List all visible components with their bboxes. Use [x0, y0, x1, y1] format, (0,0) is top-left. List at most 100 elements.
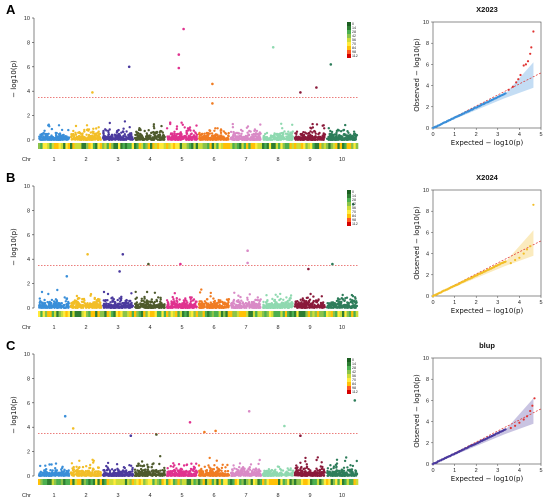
- density-segment: [300, 143, 304, 149]
- y-tick-label: 6: [27, 401, 30, 407]
- qq-y-tick-label: 4: [426, 252, 429, 258]
- snp-point: [186, 304, 190, 307]
- snp-point: [282, 138, 285, 141]
- y-tick-label: 8: [27, 376, 30, 382]
- snp-point: [87, 136, 91, 139]
- snp-point: [301, 297, 304, 300]
- density-segment: [65, 311, 68, 317]
- density-segment: [220, 143, 224, 149]
- density-segment: [312, 143, 315, 149]
- density-segment: [298, 311, 302, 317]
- y-tick-label: 4: [27, 257, 30, 263]
- snp-point: [173, 130, 176, 133]
- snp-point: [163, 303, 166, 306]
- density-segment: [211, 143, 215, 149]
- snp-point: [325, 137, 329, 140]
- density-segment: [60, 311, 64, 317]
- snp-point: [173, 301, 176, 304]
- snp-point: [189, 300, 193, 303]
- density-segment: [273, 311, 276, 317]
- snp-point: [210, 132, 214, 135]
- snp-point: [198, 303, 201, 306]
- snp-point: [83, 128, 86, 132]
- snp-point: [150, 298, 153, 301]
- snp-point: [131, 474, 134, 477]
- snp-point: [41, 136, 45, 140]
- snp-point: [326, 305, 329, 308]
- density-segment: [90, 311, 94, 317]
- density-segment: [278, 143, 281, 149]
- snp-point: [180, 132, 183, 136]
- chromosome-4-points: [133, 455, 166, 477]
- snp-point: [205, 137, 208, 140]
- density-segment: [303, 143, 306, 149]
- snp-point: [320, 295, 323, 298]
- snp-point: [105, 464, 108, 468]
- snp-point: [83, 135, 86, 139]
- snp-point: [67, 128, 70, 132]
- qq-tail-point: [514, 258, 517, 262]
- snp-point: [119, 138, 122, 141]
- legend-label: 0: [352, 190, 354, 194]
- snp-point: [330, 302, 334, 305]
- density-segment: [63, 311, 66, 317]
- qq-tail-point: [515, 81, 518, 84]
- qq-tail-point: [522, 64, 525, 67]
- snp-point: [349, 298, 352, 301]
- density-segment: [106, 143, 110, 149]
- snp-point: [310, 303, 313, 306]
- snp-point: [139, 302, 142, 305]
- snp-point: [86, 138, 89, 141]
- snp-point: [145, 132, 148, 135]
- density-segment: [186, 311, 190, 317]
- snp-point: [186, 306, 189, 309]
- snp-point: [140, 297, 143, 300]
- snp-point: [283, 305, 286, 308]
- snp-point: [158, 305, 162, 308]
- snp-point: [144, 473, 147, 476]
- snp-point: [248, 293, 251, 296]
- qq-point: [504, 260, 507, 263]
- snp-point: [109, 305, 113, 309]
- snp-point: [179, 303, 182, 306]
- snp-point: [47, 292, 50, 296]
- snp-point: [143, 297, 146, 300]
- snp-point: [233, 291, 236, 294]
- snp-point: [198, 300, 201, 303]
- density-segment: [170, 311, 174, 317]
- snp-point: [306, 296, 309, 299]
- density-segment: [204, 143, 208, 149]
- chromosome-1-points: [37, 462, 71, 477]
- snp-point: [120, 295, 123, 298]
- chromosome-7-points: [229, 122, 262, 141]
- snp-point: [258, 133, 261, 136]
- qq-x-tick-label: 0: [431, 132, 434, 138]
- x-tick-label: 4: [148, 157, 151, 163]
- snp-point: [335, 303, 339, 306]
- legend-label: 112: [352, 222, 358, 226]
- snp-point: [47, 306, 50, 309]
- snp-point: [163, 135, 166, 139]
- snp-point: [93, 138, 97, 141]
- snp-point: [117, 306, 120, 309]
- snp-point: [154, 304, 158, 308]
- qq-confidence-band: [433, 230, 534, 296]
- snp-point: [340, 304, 344, 307]
- snp-point: [317, 135, 321, 138]
- qq-y-tick-label: 2: [426, 273, 429, 279]
- x-axis-label: Chr: [22, 157, 31, 163]
- density-segment: [294, 311, 297, 317]
- snp-point: [55, 470, 58, 473]
- snp-point: [185, 470, 189, 473]
- snp-point: [276, 136, 279, 140]
- y-tick-label: 2: [27, 450, 30, 456]
- x-tick-label: 3: [116, 157, 119, 163]
- legend-swatch: [347, 194, 351, 198]
- density-segment: [342, 143, 345, 149]
- snp-point: [220, 129, 223, 132]
- snp-point: [146, 135, 149, 138]
- density-segment: [54, 143, 57, 149]
- snp-point: [230, 302, 234, 305]
- snp-point: [75, 465, 78, 468]
